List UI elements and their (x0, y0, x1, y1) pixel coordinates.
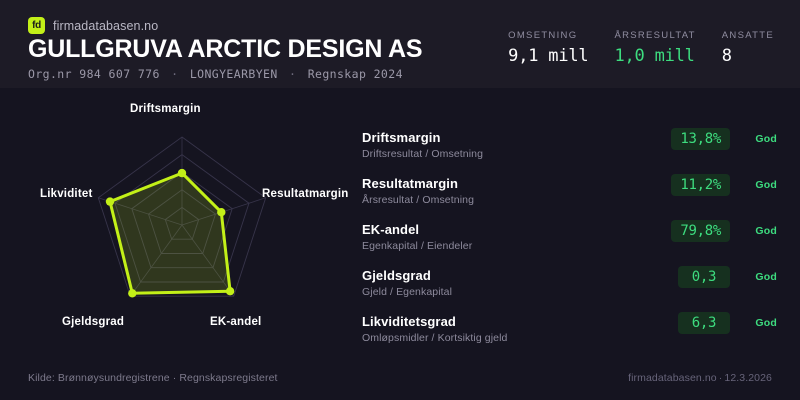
fiscal-year: Regnskap 2024 (307, 67, 403, 81)
radar-data-point[interactable] (177, 168, 187, 178)
radar-chart-svg (97, 136, 267, 298)
metric-formula: Gjeld / Egenkapital (362, 286, 453, 298)
footer-attribution: firmadatabasen.no · 12.3.2026 (628, 372, 772, 384)
header-band: fd firmadatabasen.no GULLGRUVA ARCTIC DE… (0, 0, 800, 88)
org-number: Org.nr 984 607 776 (28, 67, 160, 81)
radar-series-area (110, 173, 231, 294)
radar-grid-ring (131, 171, 233, 269)
radar-data-point[interactable] (105, 197, 115, 206)
stat-omsetning: OMSETNING 9,1 mill (508, 30, 588, 66)
metric-name: Driftsmargin (362, 130, 441, 145)
company-location: LONGYEARBYEN (189, 67, 278, 81)
brand-site-name: firmadatabasen.no (53, 18, 159, 33)
status-badge: God (755, 271, 777, 283)
radar-data-points (105, 168, 235, 298)
radar-axis-label-resultatmargin: Resultatmargin (262, 188, 349, 200)
metric-value-badge: 79,8% (671, 220, 730, 242)
metric-row-gjeldsgrad[interactable]: Gjeldsgrad Gjeld / Egenkapital 0,3 God (362, 266, 782, 314)
stat-label: ANSATTE (721, 30, 774, 41)
radar-chart: Driftsmargin Resultatmargin EK-andel Gje… (0, 88, 350, 350)
metric-formula: Omløpsmidler / Kortsiktig gjeld (362, 332, 508, 344)
stat-ansatte: ANSATTE 8 (722, 30, 774, 66)
metric-formula: Egenkapital / Eiendeler (362, 240, 473, 252)
footer-site: firmadatabasen.no (628, 372, 717, 384)
radar-axis-label-driftsmargin: Driftsmargin (130, 103, 201, 115)
radar-axis-label-gjeldsgrad: Gjeldsgrad (62, 316, 125, 328)
footer-date: 12.3.2026 (724, 372, 772, 384)
metric-value-badge: 0,3 (678, 266, 730, 288)
metric-name: Likviditetsgrad (362, 314, 456, 329)
radar-axis-spoke (181, 224, 235, 297)
status-badge: God (755, 133, 777, 145)
metric-name: Gjeldsgrad (362, 268, 431, 283)
metric-value-badge: 11,2% (671, 174, 730, 196)
status-badge: God (755, 225, 777, 237)
radar-data-point[interactable] (225, 287, 235, 296)
stat-arsresultat: ÅRSRESULTAT 1,0 mill (614, 30, 695, 66)
meta-separator-1: · (171, 67, 179, 81)
metric-value-badge: 6,3 (678, 312, 730, 334)
metric-value-badge: 13,8% (671, 128, 730, 150)
page-title: GULLGRUVA ARCTIC DESIGN AS (28, 35, 423, 63)
radar-grid-ring (164, 206, 200, 240)
key-stats: OMSETNING 9,1 mill ÅRSRESULTAT 1,0 mill … (508, 30, 774, 66)
metric-formula: Årsresultat / Omsetning (362, 194, 475, 206)
stat-value: 1,0 mill (614, 46, 695, 66)
metric-row-likviditetsgrad[interactable]: Likviditetsgrad Omløpsmidler / Kortsikti… (362, 312, 782, 360)
radar-data-point[interactable] (128, 289, 137, 298)
metric-formula: Driftsresultat / Omsetning (362, 148, 484, 160)
metric-row-resultatmargin[interactable]: Resultatmargin Årsresultat / Omsetning 1… (362, 174, 782, 222)
metric-row-driftsmargin[interactable]: Driftsmargin Driftsresultat / Omsetning … (362, 128, 782, 176)
radar-grid-ring (97, 136, 267, 297)
footer-source: Kilde: Brønnøysundregistrene · Regnskaps… (28, 372, 278, 384)
firmadatabasen-logo-icon: fd (28, 17, 45, 34)
stat-value: 9,1 mill (508, 46, 589, 66)
stat-value: 8 (721, 46, 732, 66)
status-badge: God (755, 317, 777, 329)
metric-name: EK-andel (362, 222, 420, 237)
brand[interactable]: fd firmadatabasen.no (28, 17, 158, 34)
radar-axis-spoke (129, 224, 183, 297)
company-meta: Org.nr 984 607 776 · LONGYEARBYEN · Regn… (28, 67, 403, 81)
footer: Kilde: Brønnøysundregistrene · Regnskaps… (0, 362, 800, 400)
radar-grid-ring (147, 189, 217, 254)
radar-data-point[interactable] (217, 208, 226, 217)
radar-series-line (108, 171, 232, 295)
footer-separator: · (718, 372, 723, 384)
meta-separator-2: · (289, 67, 297, 81)
metric-row-ek-andel[interactable]: EK-andel Egenkapital / Eiendeler 79,8% G… (362, 220, 782, 268)
stat-label: ÅRSRESULTAT (614, 30, 696, 41)
metrics-list: Driftsmargin Driftsresultat / Omsetning … (362, 128, 782, 360)
status-badge: God (755, 179, 777, 191)
radar-axis-label-ek-andel: EK-andel (210, 316, 262, 328)
metric-name: Resultatmargin (362, 176, 459, 191)
stat-label: OMSETNING (508, 30, 578, 41)
radar-axis-label-likviditet: Likviditet (40, 188, 93, 200)
